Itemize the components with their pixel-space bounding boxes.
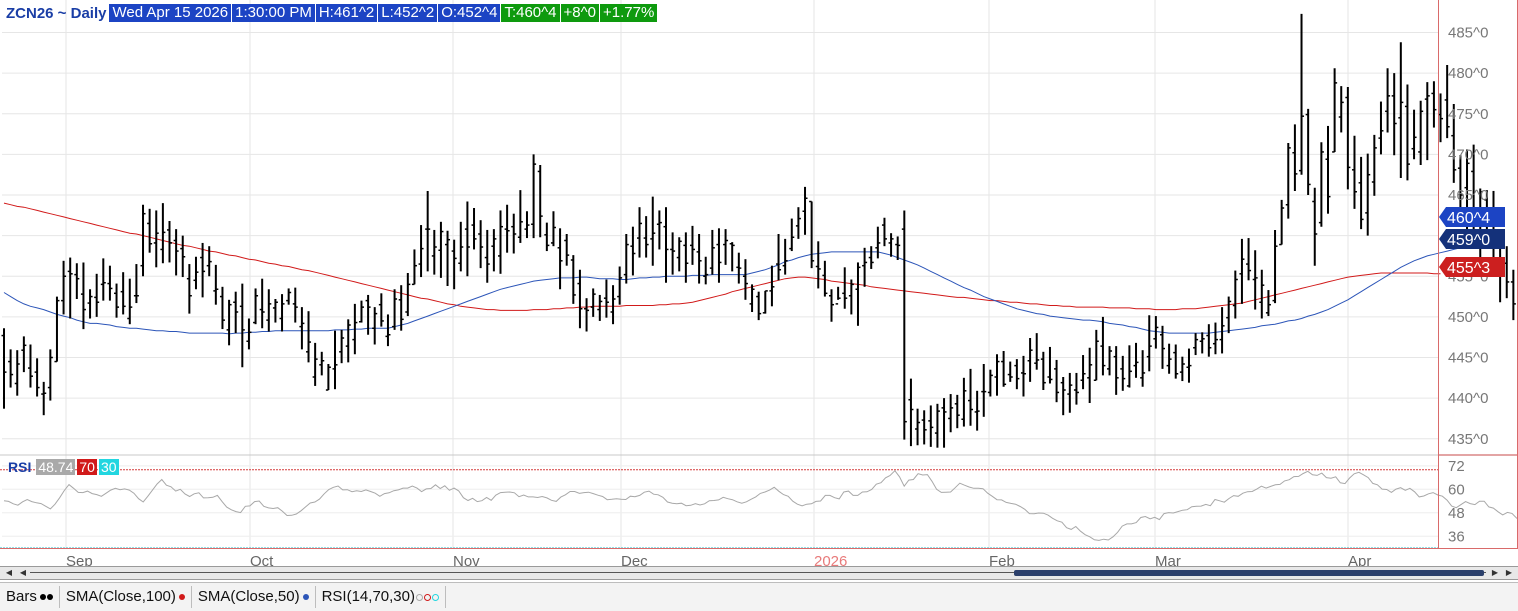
price-tag-label: 459^0 — [1447, 232, 1490, 249]
dot-icon — [47, 594, 53, 600]
rsi-tick-label: 36 — [1448, 528, 1465, 545]
rsi-header: RSI 48.74 70 30 — [8, 458, 121, 475]
y-tick-label: 450^0 — [1448, 309, 1488, 326]
scroll-end-icon[interactable]: ▶ — [1488, 567, 1502, 579]
chart-background — [0, 0, 1518, 568]
price-chart[interactable]: 435^0440^0445^0450^0455^0460^0465^0470^0… — [0, 0, 1518, 568]
rsi-tick-label: 72 — [1448, 458, 1465, 475]
scroll-right-icon[interactable]: ▶ — [1502, 567, 1516, 579]
rsi-lower-badge: 30 — [99, 459, 119, 475]
quote-header: ZCN26 ~ Daily Wed Apr 15 2026 1:30:00 PM… — [6, 4, 658, 22]
legend-bars-label: Bars — [6, 586, 37, 608]
dot-icon — [303, 594, 309, 600]
symbol-label: ZCN26 ~ Daily — [6, 5, 106, 22]
last-price-tag: 460^4 — [1439, 207, 1505, 227]
time-scrollbar[interactable]: ◀ ◀ ▶ ▶ — [0, 566, 1518, 580]
price-tag-label: 455^3 — [1447, 260, 1490, 277]
price-tags: 460^4 459^0 455^3 — [1439, 207, 1505, 277]
y-tick-label: 445^0 — [1448, 350, 1488, 367]
legend-sma100-label: SMA(Close,100) — [66, 586, 176, 608]
legend-sma50-label: SMA(Close,50) — [198, 586, 300, 608]
y-tick-label: 435^0 — [1448, 431, 1488, 448]
rsi-upper-badge: 70 — [77, 459, 97, 475]
last-label: T:460^4 — [501, 4, 559, 22]
date-label: Wed Apr 15 2026 — [109, 4, 231, 22]
legend-item-rsi[interactable]: RSI(14,70,30) — [316, 586, 446, 608]
y-tick-label: 440^0 — [1448, 390, 1488, 407]
time-label: 1:30:00 PM — [232, 4, 315, 22]
price-tag-label: 460^4 — [1447, 210, 1490, 227]
legend-item-sma50[interactable]: SMA(Close,50) — [192, 586, 316, 608]
scroll-thumb[interactable] — [1014, 570, 1484, 576]
study-legend: Bars SMA(Close,100) SMA(Close,50) RSI(14… — [0, 582, 1518, 611]
rsi-value-badge: 48.74 — [36, 459, 75, 475]
rsi-label: RSI — [8, 459, 31, 475]
change-label: +8^0 — [561, 4, 599, 22]
legend-item-sma100[interactable]: SMA(Close,100) — [60, 586, 192, 608]
scroll-start-icon[interactable]: ◀ — [16, 567, 30, 579]
dot-icon — [179, 594, 185, 600]
rsi-tick-label: 60 — [1448, 481, 1465, 498]
ring-icon — [416, 594, 423, 601]
scroll-left-icon[interactable]: ◀ — [2, 567, 16, 579]
dot-icon — [40, 594, 46, 600]
legend-rsi-label: RSI(14,70,30) — [322, 586, 415, 608]
legend-item-bars[interactable]: Bars — [0, 586, 60, 608]
y-tick-label: 485^0 — [1448, 25, 1488, 42]
y-tick-label: 470^0 — [1448, 146, 1488, 163]
change-pct-label: +1.77% — [600, 4, 657, 22]
y-tick-label: 480^0 — [1448, 65, 1488, 82]
high-label: H:461^2 — [316, 4, 377, 22]
ring-icon — [424, 594, 431, 601]
sma100-price-tag: 455^3 — [1439, 257, 1505, 277]
ring-icon — [432, 594, 439, 601]
sma50-price-tag: 459^0 — [1439, 229, 1505, 249]
y-tick-label: 475^0 — [1448, 106, 1488, 123]
y-tick-label: 465^0 — [1448, 187, 1488, 204]
rsi-tick-label: 48 — [1448, 505, 1465, 522]
open-label: O:452^4 — [438, 4, 500, 22]
low-label: L:452^2 — [378, 4, 437, 22]
